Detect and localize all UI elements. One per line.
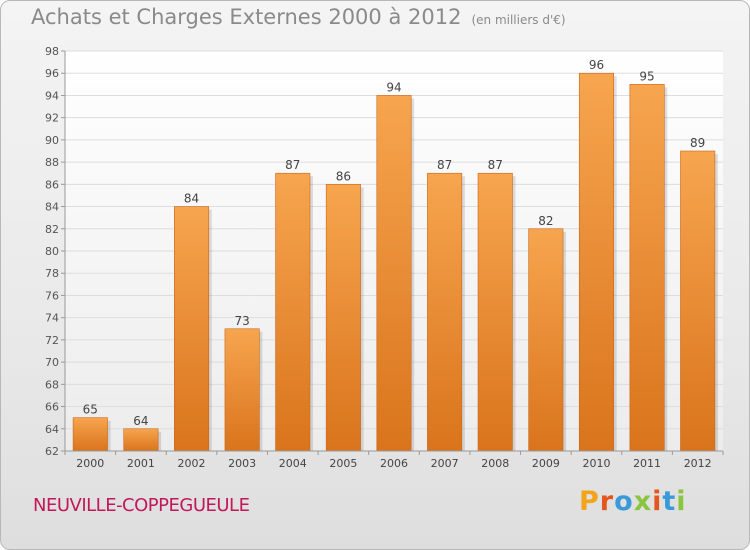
logo-letter: i <box>676 486 687 517</box>
x-tick-label: 2005 <box>329 457 357 470</box>
bar <box>477 172 513 452</box>
bar-value-label: 94 <box>386 80 401 94</box>
bar-value-label: 87 <box>488 158 503 172</box>
bar-value-label: 96 <box>589 58 604 72</box>
place-name: NEUVILLE-COPPEGUEULE <box>33 495 250 516</box>
x-tick-label: 2001 <box>127 457 155 470</box>
logo-letter: o <box>614 486 634 517</box>
x-tick-label: 2000 <box>76 457 104 470</box>
bar-value-label: 89 <box>690 136 705 150</box>
y-tick-label: 62 <box>45 445 59 458</box>
y-tick-label: 68 <box>45 378 59 391</box>
x-tick-label: 2003 <box>228 457 256 470</box>
chart-title: Achats et Charges Externes 2000 à 2012 (e… <box>31 5 566 29</box>
bar <box>578 72 614 452</box>
y-tick-label: 78 <box>45 267 59 280</box>
bar <box>528 228 564 452</box>
proxiti-logo: Proxiti <box>579 486 687 517</box>
bar <box>629 84 665 452</box>
y-tick-label: 70 <box>45 356 59 369</box>
logo-letter: r <box>599 486 615 517</box>
chart-title-text: Achats et Charges Externes 2000 à 2012 <box>31 5 462 29</box>
bar <box>376 95 412 452</box>
y-tick-label: 74 <box>45 312 59 325</box>
bar-value-label: 87 <box>437 158 452 172</box>
bar <box>224 328 260 452</box>
bar <box>123 428 159 452</box>
bar-value-label: 64 <box>133 414 148 428</box>
y-tick-label: 76 <box>45 289 59 302</box>
x-tick-label: 2011 <box>633 457 661 470</box>
x-tick-label: 2002 <box>178 457 206 470</box>
chart-unit: (en milliers d'€) <box>471 13 566 27</box>
bar <box>680 150 716 452</box>
y-tick-label: 80 <box>45 245 59 258</box>
bar-value-label: 95 <box>639 69 654 83</box>
logo-letter: P <box>579 486 600 517</box>
bar-value-label: 73 <box>235 314 250 328</box>
y-tick-label: 90 <box>45 134 59 147</box>
logo-letter: t <box>662 486 677 517</box>
x-tick-label: 2012 <box>684 457 712 470</box>
bar <box>174 206 210 452</box>
y-tick-label: 96 <box>45 67 59 80</box>
bar-value-label: 87 <box>285 158 300 172</box>
y-tick-label: 64 <box>45 423 59 436</box>
logo-letter: x <box>633 486 653 517</box>
y-tick-label: 84 <box>45 201 59 214</box>
y-tick-label: 94 <box>45 89 59 102</box>
y-tick-label: 98 <box>45 45 59 58</box>
x-tick-label: 2006 <box>380 457 408 470</box>
y-tick-label: 86 <box>45 178 59 191</box>
bar-value-label: 86 <box>336 169 351 183</box>
x-tick-label: 2007 <box>431 457 459 470</box>
x-tick-label: 2004 <box>279 457 307 470</box>
bar <box>275 172 311 452</box>
x-tick-label: 2009 <box>532 457 560 470</box>
bar <box>72 417 108 452</box>
y-tick-label: 82 <box>45 223 59 236</box>
x-tick-label: 2010 <box>582 457 610 470</box>
bar <box>325 184 361 452</box>
bar <box>427 172 463 452</box>
y-tick-label: 66 <box>45 401 59 414</box>
y-tick-label: 92 <box>45 112 59 125</box>
bar-value-label: 82 <box>538 214 553 228</box>
y-tick-label: 88 <box>45 156 59 169</box>
x-tick-label: 2008 <box>481 457 509 470</box>
y-tick-label: 72 <box>45 334 59 347</box>
bar-value-label: 84 <box>184 192 199 206</box>
bar-value-label: 65 <box>83 403 98 417</box>
logo-letter: i <box>652 486 663 517</box>
